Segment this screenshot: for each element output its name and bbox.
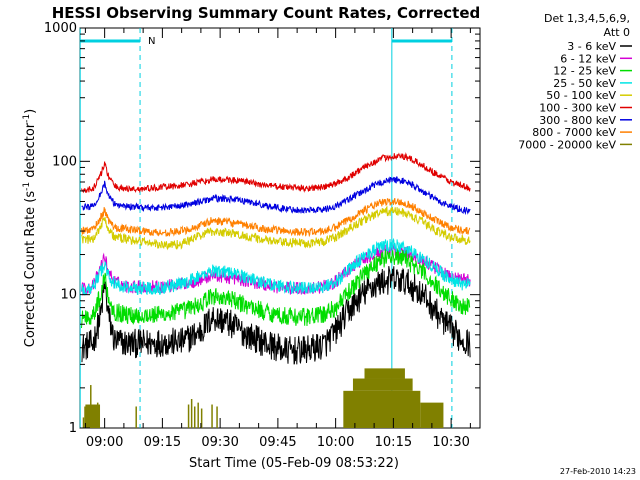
series-layer xyxy=(81,152,471,428)
legend-label: 3 - 6 keV xyxy=(567,40,616,53)
legend-header-line1: Det 1,3,4,5,6,9, xyxy=(544,12,630,25)
footer-date: 27-Feb-2010 14:23 xyxy=(560,467,636,476)
series-line xyxy=(81,248,471,329)
vertical-markers xyxy=(79,28,453,428)
legend-label: 800 - 7000 keV xyxy=(532,126,616,139)
x-tick-label: 10:15 xyxy=(375,435,412,450)
plot-area: N xyxy=(79,27,481,429)
y-axis-label-part: ) xyxy=(23,109,38,114)
legend-label: 12 - 25 keV xyxy=(553,65,616,78)
y-axis: 1 10 100 1000 xyxy=(44,21,480,436)
x-tick-label: 09:00 xyxy=(86,435,123,450)
chart-title: HESSI Observing Summary Count Rates, Cor… xyxy=(52,4,481,22)
series-block xyxy=(343,390,421,428)
legend-label: 25 - 50 keV xyxy=(553,77,616,90)
legend-label: 100 - 300 keV xyxy=(539,102,616,115)
series-line xyxy=(81,176,471,216)
legend-label: 50 - 100 keV xyxy=(546,89,616,102)
y-axis-label-sup: -1 xyxy=(22,182,32,191)
x-axis: 09:00 09:15 09:30 09:45 10:00 10:15 10:30 xyxy=(84,28,471,450)
series-line xyxy=(81,205,471,251)
legend-label: 300 - 800 keV xyxy=(539,114,616,127)
y-tick-label: 1000 xyxy=(44,21,77,36)
y-tick-label: 1 xyxy=(69,421,77,436)
y-tick-label: 10 xyxy=(60,288,77,303)
y-tick-label: 100 xyxy=(52,154,77,169)
x-tick-label: 09:45 xyxy=(259,435,296,450)
series-line xyxy=(81,266,471,365)
series-block xyxy=(352,378,413,391)
x-tick-label: 10:30 xyxy=(432,435,469,450)
y-axis-label: Corrected Count Rate (s-1 detector-1) xyxy=(22,109,38,347)
y-axis-label-part: detector xyxy=(23,122,38,182)
legend-label: 7000 - 20000 keV xyxy=(518,138,616,151)
x-tick-label: 09:30 xyxy=(201,435,238,450)
x-axis-label: Start Time (05-Feb-09 08:53:22) xyxy=(189,456,399,471)
flag-label: N xyxy=(148,36,155,47)
x-tick-label: 09:15 xyxy=(144,435,181,450)
series-line xyxy=(81,237,471,296)
legend-header-line2: Att 0 xyxy=(604,26,630,39)
y-axis-label-part: Corrected Count Rate (s xyxy=(23,191,38,348)
series-line xyxy=(81,197,471,238)
series-block xyxy=(364,368,405,379)
series-block xyxy=(420,402,444,428)
series-line xyxy=(81,152,471,194)
legend-label: 6 - 12 keV xyxy=(560,52,616,65)
y-axis-label-sup: -1 xyxy=(22,114,32,123)
x-tick-label: 10:00 xyxy=(317,435,354,450)
